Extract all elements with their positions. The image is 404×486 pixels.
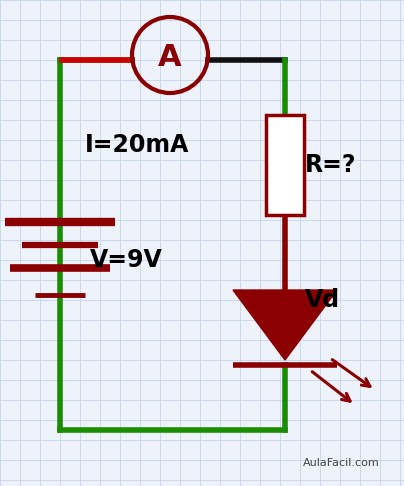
- Text: R=?: R=?: [305, 153, 356, 177]
- Polygon shape: [233, 290, 337, 360]
- Text: AulaFacil.com: AulaFacil.com: [303, 458, 380, 468]
- Bar: [266, 115, 304, 215]
- Text: V=9V: V=9V: [90, 248, 163, 272]
- Text: I=20mA: I=20mA: [85, 133, 189, 157]
- Text: Vd: Vd: [305, 288, 340, 312]
- Text: A: A: [158, 44, 182, 72]
